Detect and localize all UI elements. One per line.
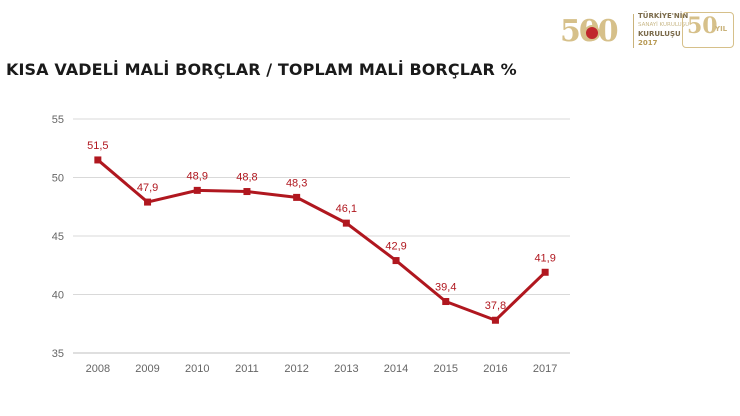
data-label: 46,1 [336, 203, 357, 215]
anniversary-unit: YIL [715, 25, 728, 33]
series-line-layer [96, 158, 547, 322]
data-point [541, 268, 549, 276]
logo-text: TÜRKİYE'NİN SANAYİ KURULUŞU KURULUŞU 201… [638, 12, 689, 48]
data-point [392, 257, 400, 265]
x-tick-label: 2013 [334, 363, 358, 375]
y-tick-label: 45 [52, 231, 64, 243]
logo-year: 2017 [638, 39, 658, 47]
data-label: 48,8 [236, 172, 257, 184]
x-tick-label: 2014 [384, 363, 408, 375]
logo-divider [633, 14, 634, 48]
y-tick-label: 55 [52, 114, 64, 126]
y-tick-label: 50 [52, 173, 64, 185]
data-label: 42,9 [385, 241, 406, 253]
y-tick-label: 35 [52, 348, 64, 360]
data-point [243, 188, 251, 196]
logo-line-3: KURULUŞU [638, 30, 681, 38]
series-line [96, 158, 547, 322]
x-axis-ticks: 2008 2009 2010 2011 2012 2013 2014 2015 2016 2017 [86, 363, 558, 375]
anniversary-badge: 50 YIL [682, 12, 734, 48]
x-tick-label: 2012 [284, 363, 308, 375]
data-label: 47,9 [137, 182, 158, 194]
y-tick-label: 40 [52, 290, 64, 302]
x-tick-label: 2017 [533, 363, 557, 375]
x-tick-label: 2008 [86, 363, 110, 375]
data-point [293, 193, 301, 201]
anniversary-number: 50 [687, 13, 718, 39]
brand-logo: 500 TÜRKİYE'NİN SANAYİ KURULUŞU KURULUŞU… [560, 10, 736, 52]
y-axis-ticks: 35 40 45 50 55 [52, 114, 64, 360]
data-label: 37,8 [485, 300, 506, 312]
data-label: 39,4 [435, 282, 456, 294]
data-points [94, 156, 549, 324]
data-point [491, 316, 499, 324]
data-point [193, 186, 201, 194]
data-label: 41,9 [534, 252, 555, 264]
data-point [342, 219, 350, 227]
x-tick-label: 2009 [135, 363, 159, 375]
x-tick-label: 2015 [434, 363, 458, 375]
data-label: 48,9 [187, 170, 208, 182]
data-labels: 51,5 47,9 48,9 48,8 48,3 46,1 42,9 39,4 37,8 41,9 [87, 140, 556, 312]
data-point [94, 156, 102, 164]
x-tick-label: 2011 [235, 363, 259, 375]
x-tick-label: 2016 [483, 363, 507, 375]
logo-badge-icon [584, 25, 600, 41]
logo-line-2: SANAYİ KURULUŞU [638, 22, 690, 28]
logo-line-1: TÜRKİYE'NİN [638, 12, 689, 20]
data-point [442, 298, 450, 306]
chart-title: KISA VADELİ MALİ BORÇLAR / TOPLAM MALİ B… [6, 60, 517, 79]
data-label: 48,3 [286, 177, 307, 189]
x-tick-label: 2010 [185, 363, 209, 375]
data-label: 51,5 [87, 140, 108, 152]
grid-lines [73, 118, 570, 354]
data-point [144, 198, 152, 206]
